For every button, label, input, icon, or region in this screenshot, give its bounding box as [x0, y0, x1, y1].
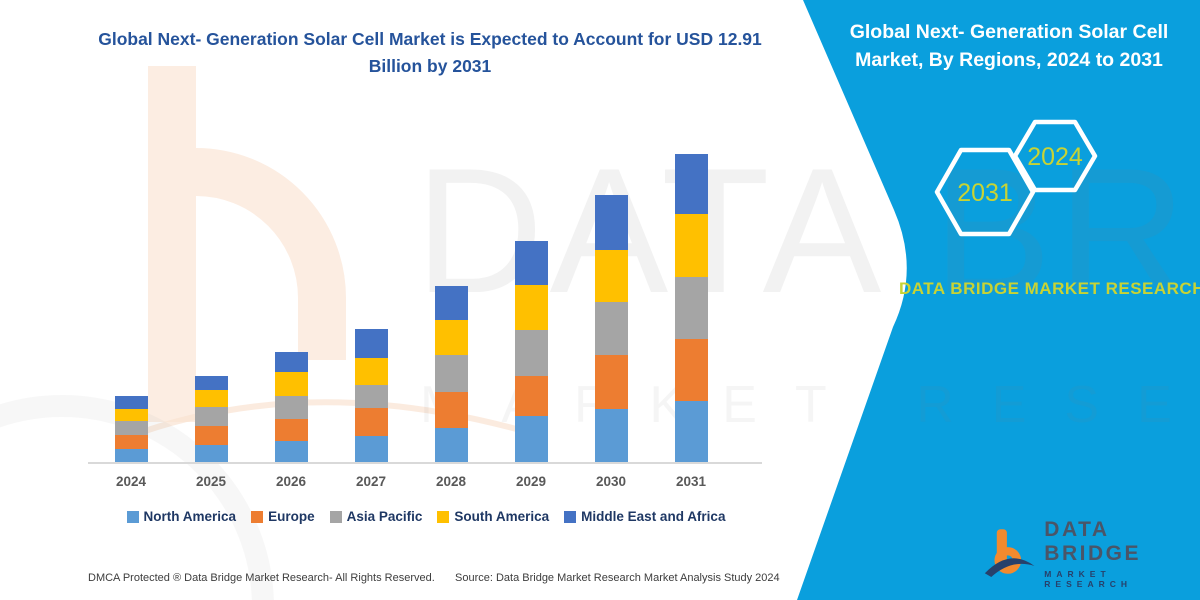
bar-column-2026	[251, 148, 331, 462]
year-hexagons: 2031 2024	[934, 119, 1098, 237]
segment-2026-middle-east-and-africa	[274, 351, 308, 373]
stacked-bar-chart	[91, 148, 731, 462]
legend-label: Asia Pacific	[346, 509, 423, 524]
segment-2024-north-america	[114, 449, 148, 462]
chart-legend: North America Europe Asia Pacific South Ame…	[88, 509, 764, 524]
segment-2030-europe	[594, 355, 628, 410]
segment-2031-asia-pacific	[674, 276, 708, 339]
segment-2025-asia-pacific	[194, 407, 228, 427]
segment-2026-south-america	[274, 372, 308, 397]
segment-2027-south-america	[354, 357, 388, 386]
segment-2025-south-america	[194, 390, 228, 408]
stacked-bar-2026	[274, 351, 308, 462]
hexagon-2031-label: 2031	[957, 179, 1013, 207]
segment-2026-europe	[274, 418, 308, 442]
bar-column-2030	[571, 148, 651, 462]
hexagon-2031-icon	[934, 147, 1036, 237]
segment-2026-asia-pacific	[274, 396, 308, 419]
segment-2025-middle-east-and-africa	[194, 375, 228, 391]
bar-column-2031	[651, 148, 731, 462]
segment-2030-south-america	[594, 249, 628, 303]
dmca-footer-text: DMCA Protected ® Data Bridge Market Rese…	[88, 572, 435, 584]
logo-subtitle-text: MARKET RESEARCH	[1044, 569, 1132, 589]
segment-2027-middle-east-and-africa	[354, 329, 388, 358]
x-axis-labels: 2024 2025 2026 2027 2028 2029 2030 2031	[91, 474, 731, 489]
legend-label: North America	[143, 509, 237, 524]
segment-2030-north-america	[594, 409, 628, 462]
x-label-2024: 2024	[115, 474, 147, 489]
segment-2031-europe	[674, 338, 708, 402]
stacked-bar-2024	[114, 396, 148, 462]
segment-2024-middle-east-and-africa	[114, 396, 148, 409]
hexagon-2024-label: 2024	[1027, 143, 1083, 171]
stacked-bar-2028	[434, 286, 468, 462]
segment-2028-europe	[434, 391, 468, 429]
brand-text: DATA BRIDGE MARKET RESEARCH	[899, 279, 1200, 298]
x-label-2028: 2028	[435, 474, 467, 489]
logo-name-text: DATA BRIDGE	[1044, 518, 1141, 565]
segment-2031-middle-east-and-africa	[674, 153, 708, 215]
legend-swatch-icon	[564, 510, 577, 523]
legend-item-asia-pacific: Asia Pacific	[329, 509, 423, 524]
segment-2026-north-america	[274, 441, 308, 462]
segment-2030-asia-pacific	[594, 302, 628, 356]
legend-item-middle-east-and-africa: Middle East and Africa	[564, 509, 725, 524]
legend-item-europe: Europe	[251, 509, 315, 524]
bar-column-2025	[171, 148, 251, 462]
stacked-bar-2029	[514, 241, 548, 462]
segment-2031-north-america	[674, 401, 708, 462]
x-label-2031: 2031	[675, 474, 707, 489]
stacked-bar-2025	[194, 375, 228, 462]
segment-2031-south-america	[674, 214, 708, 277]
x-label-2030: 2030	[595, 474, 627, 489]
legend-item-north-america: North America	[126, 509, 237, 524]
segment-2029-south-america	[514, 285, 548, 330]
legend-item-south-america: South America	[437, 509, 549, 524]
segment-2024-asia-pacific	[114, 421, 148, 435]
legend-swatch-icon	[126, 510, 139, 523]
segment-2028-south-america	[434, 319, 468, 355]
x-label-2026: 2026	[275, 474, 307, 489]
legend-swatch-icon	[329, 510, 342, 523]
segment-2029-middle-east-and-africa	[514, 241, 548, 286]
bar-column-2027	[331, 148, 411, 462]
legend-swatch-icon	[437, 510, 450, 523]
right-panel-title: Global Next- Generation Solar Cell Marke…	[849, 21, 1169, 72]
legend-label: South America	[454, 509, 550, 524]
segment-2024-europe	[114, 434, 148, 450]
bar-column-2024	[91, 148, 171, 462]
data-bridge-logo-icon	[984, 528, 1035, 577]
segment-2028-middle-east-and-africa	[434, 286, 468, 320]
stacked-bar-2031	[674, 153, 708, 462]
bar-column-2028	[411, 148, 491, 462]
stacked-bar-2030	[594, 194, 628, 462]
data-bridge-logo: DATA BRIDGE MARKET RESEARCH	[983, 518, 1200, 589]
stacked-bar-2027	[354, 329, 388, 462]
segment-2028-asia-pacific	[434, 354, 468, 392]
segment-2024-south-america	[114, 408, 148, 422]
segment-2027-asia-pacific	[354, 385, 388, 408]
x-label-2029: 2029	[515, 474, 547, 489]
bar-column-2029	[491, 148, 571, 462]
segment-2029-asia-pacific	[514, 329, 548, 376]
legend-label: Europe	[268, 509, 315, 524]
legend-label: Middle East and Africa	[581, 509, 726, 524]
hexagon-2024-icon	[1012, 119, 1098, 193]
segment-2029-north-america	[514, 416, 548, 462]
source-footer-text: Source: Data Bridge Market Research Mark…	[455, 572, 780, 584]
segment-2028-north-america	[434, 428, 468, 462]
segment-2030-middle-east-and-africa	[594, 194, 628, 250]
segment-2029-europe	[514, 375, 548, 417]
segment-2025-europe	[194, 426, 228, 445]
segment-2027-north-america	[354, 435, 388, 462]
x-label-2027: 2027	[355, 474, 387, 489]
x-label-2025: 2025	[195, 474, 227, 489]
page-title: Global Next- Generation Solar Cell Marke…	[98, 29, 762, 77]
segment-2025-north-america	[194, 444, 228, 462]
segment-2027-europe	[354, 407, 388, 436]
legend-swatch-icon	[251, 510, 264, 523]
x-axis-line	[88, 462, 762, 464]
